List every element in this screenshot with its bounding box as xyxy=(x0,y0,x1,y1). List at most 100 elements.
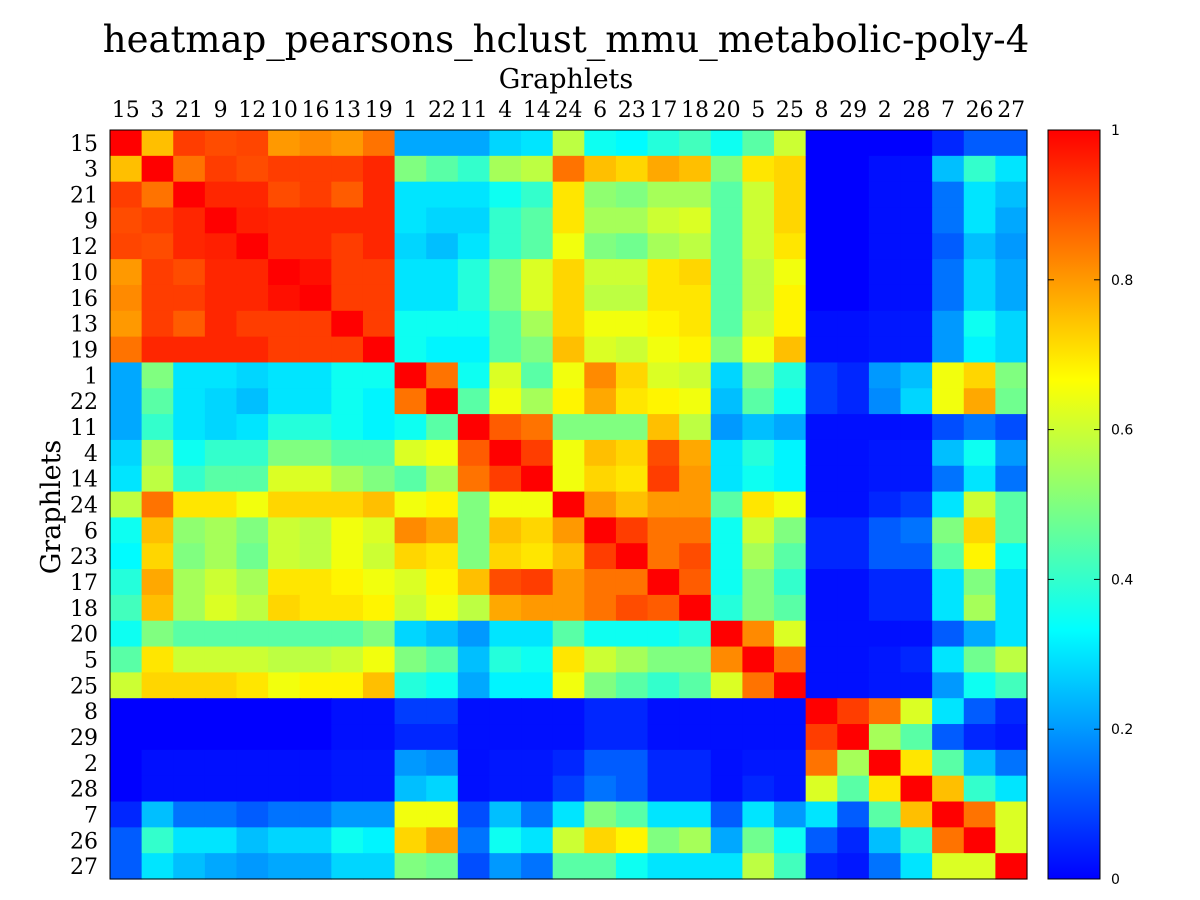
heatmap-cell xyxy=(932,362,965,389)
heatmap-cell xyxy=(521,543,554,570)
heatmap-cell xyxy=(710,207,744,234)
y-tick-label: 8 xyxy=(84,700,98,725)
heatmap-cell xyxy=(457,181,491,209)
heatmap-cell xyxy=(647,543,680,570)
heatmap-cell xyxy=(963,569,996,596)
heatmap-cell xyxy=(173,259,206,286)
heatmap-cell xyxy=(615,569,649,596)
heatmap-cell xyxy=(995,517,1028,544)
heatmap-cell xyxy=(299,233,332,260)
heatmap-cell xyxy=(489,465,522,493)
heatmap-cell xyxy=(173,130,206,157)
heatmap-cell xyxy=(362,775,396,803)
heatmap-cell xyxy=(426,362,459,389)
heatmap-cell xyxy=(742,620,775,648)
heatmap-cell xyxy=(204,388,238,415)
heatmap-cell xyxy=(742,207,775,234)
heatmap-cell xyxy=(900,853,933,880)
heatmap-cell xyxy=(900,698,933,725)
heatmap-cell xyxy=(963,775,996,803)
heatmap-cell xyxy=(900,594,933,622)
heatmap-cell xyxy=(710,388,744,415)
heatmap-cell xyxy=(426,543,459,570)
heatmap-cell xyxy=(331,130,364,157)
heatmap-cell xyxy=(141,233,174,260)
heatmap-cell xyxy=(173,310,206,338)
heatmap-cell xyxy=(552,543,585,570)
heatmap-cell xyxy=(868,362,902,389)
heatmap-cell xyxy=(426,284,459,312)
heatmap-cell xyxy=(995,724,1028,751)
heatmap-cell xyxy=(805,775,838,803)
heatmap-cell xyxy=(299,362,332,389)
heatmap-cell xyxy=(615,414,649,441)
heatmap-cell xyxy=(837,698,870,725)
heatmap-cell xyxy=(299,517,332,544)
heatmap-cell xyxy=(236,362,269,389)
heatmap-cell xyxy=(394,801,427,828)
heatmap-cell xyxy=(584,465,617,493)
heatmap-cell xyxy=(331,414,364,441)
heatmap-cell xyxy=(236,672,269,699)
heatmap-cell xyxy=(868,620,902,648)
heatmap-cell xyxy=(963,698,996,725)
heatmap-cell xyxy=(963,594,996,622)
heatmap-cell xyxy=(394,465,427,493)
heatmap-cell xyxy=(141,388,174,415)
heatmap-cell xyxy=(268,336,301,364)
x-tick-label: 26 xyxy=(966,98,994,123)
heatmap-cell xyxy=(362,517,396,544)
heatmap-cell xyxy=(647,646,680,673)
colorbar-tick-label: 0.4 xyxy=(1111,572,1133,588)
heatmap-cell xyxy=(805,594,838,622)
heatmap-cell xyxy=(932,465,965,493)
heatmap-cell xyxy=(615,155,649,183)
heatmap-cell xyxy=(394,724,427,751)
heatmap-cell xyxy=(362,310,396,338)
heatmap-cell xyxy=(394,491,427,519)
heatmap-cell xyxy=(995,749,1028,777)
heatmap-cell xyxy=(173,724,206,751)
heatmap-cell xyxy=(963,155,996,183)
heatmap-cell xyxy=(995,569,1028,596)
heatmap-cell xyxy=(742,310,775,338)
heatmap-cell xyxy=(647,775,680,803)
x-tick-label: 22 xyxy=(428,98,456,123)
x-tick-label: 9 xyxy=(214,98,228,123)
heatmap-cell xyxy=(521,594,554,622)
heatmap-cell xyxy=(141,491,174,519)
heatmap-cell xyxy=(236,853,269,880)
heatmap-cell xyxy=(394,672,427,699)
heatmap-cell xyxy=(837,233,870,260)
heatmap-cell xyxy=(110,362,143,389)
heatmap-cell xyxy=(552,284,585,312)
heatmap-cell xyxy=(331,207,364,234)
heatmap-cell xyxy=(932,543,965,570)
heatmap-cell xyxy=(141,465,174,493)
heatmap-cell xyxy=(394,749,427,777)
heatmap-cell xyxy=(932,827,965,854)
heatmap-cell xyxy=(900,181,933,209)
heatmap-cell xyxy=(236,465,269,493)
heatmap-cell xyxy=(362,336,396,364)
heatmap-cell xyxy=(173,672,206,699)
heatmap-cell xyxy=(236,181,269,209)
heatmap-cell xyxy=(963,543,996,570)
heatmap-cell xyxy=(932,775,965,803)
heatmap-cell xyxy=(457,801,491,828)
heatmap-cell xyxy=(995,414,1028,441)
heatmap-cell xyxy=(742,724,775,751)
heatmap-cell xyxy=(489,336,522,364)
heatmap-cell xyxy=(457,284,491,312)
y-tick-label: 29 xyxy=(70,726,98,751)
heatmap-cell xyxy=(299,310,332,338)
y-tick-label: 9 xyxy=(84,209,98,234)
heatmap-cell xyxy=(710,362,744,389)
heatmap-cell xyxy=(774,181,807,209)
heatmap-cell xyxy=(837,181,870,209)
heatmap-cell xyxy=(204,698,238,725)
heatmap-cell xyxy=(331,749,364,777)
heatmap-cell xyxy=(615,284,649,312)
heatmap-cell xyxy=(204,155,238,183)
heatmap-cell xyxy=(110,336,143,364)
